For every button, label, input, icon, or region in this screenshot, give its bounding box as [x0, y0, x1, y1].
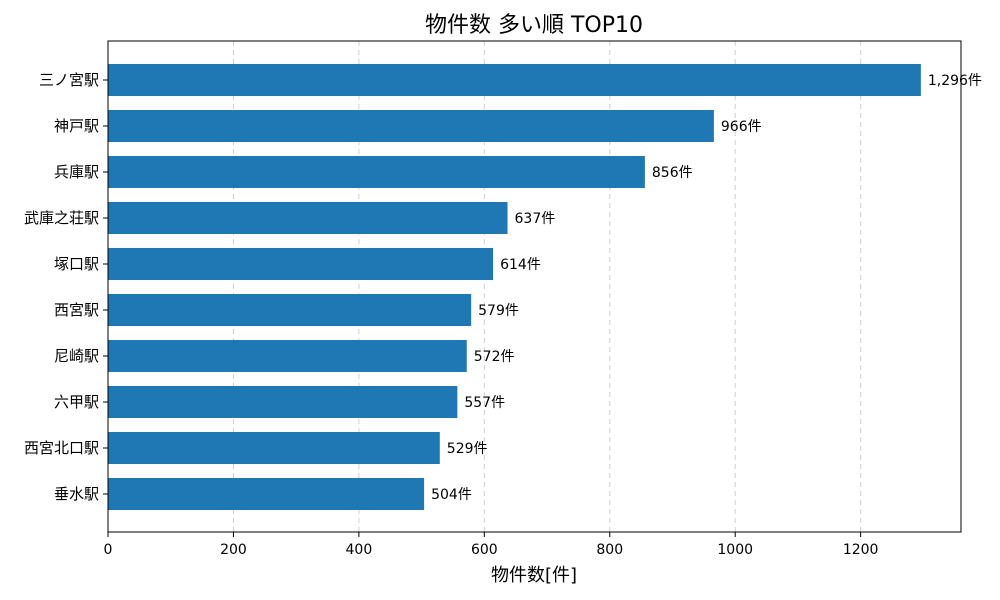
bar	[108, 64, 921, 96]
bar	[108, 294, 472, 326]
bars	[108, 64, 921, 510]
data-label: 504件	[431, 487, 472, 503]
data-label: 572件	[474, 349, 515, 365]
plot-frame	[107, 40, 962, 533]
bar	[108, 432, 440, 464]
bar	[108, 386, 458, 418]
x-tick-label: 600	[471, 542, 498, 558]
data-labels: 1,296件 966件 856件 637件 614件 579件 572件 557件 529件 50…	[431, 73, 982, 503]
axis-ticks: 0 200 400 600 800 1000 1200	[103, 79, 879, 558]
data-label: 579件	[478, 303, 519, 319]
bar	[108, 248, 494, 280]
bar	[108, 202, 508, 234]
y-tick-label: 兵庫駅	[54, 163, 99, 181]
chart-title: 物件数 多い順 TOP10	[425, 13, 643, 38]
data-label: 614件	[500, 257, 541, 273]
x-tick-label: 1000	[717, 542, 753, 558]
y-tick-label: 垂水駅	[54, 485, 99, 503]
bar	[108, 478, 425, 510]
x-tick-label: 0	[104, 542, 113, 558]
y-tick-label: 西宮駅	[54, 301, 99, 319]
y-tick-label: 西宮北口駅	[24, 439, 99, 457]
bar	[108, 156, 645, 188]
x-tick-label: 400	[346, 542, 373, 558]
data-label: 1,296件	[928, 73, 982, 89]
data-label: 856件	[652, 165, 693, 181]
y-tick-label: 塚口駅	[54, 255, 99, 273]
data-label: 637件	[515, 211, 556, 227]
x-tick-label: 200	[220, 542, 247, 558]
x-tick-label: 1200	[843, 542, 879, 558]
data-label: 529件	[447, 441, 488, 457]
data-label: 966件	[721, 119, 762, 135]
y-tick-label: 尼崎駅	[54, 347, 99, 365]
y-tick-label: 三ノ宮駅	[39, 71, 99, 89]
y-tick-label: 武庫之荘駅	[24, 209, 99, 227]
data-label: 557件	[464, 395, 505, 411]
x-tick-label: 800	[596, 542, 623, 558]
bar	[108, 110, 714, 142]
x-axis-label: 物件数[件]	[491, 565, 577, 586]
bar	[108, 340, 467, 372]
y-tick-label: 神戸駅	[54, 117, 99, 135]
y-tick-label: 六甲駅	[54, 393, 99, 411]
